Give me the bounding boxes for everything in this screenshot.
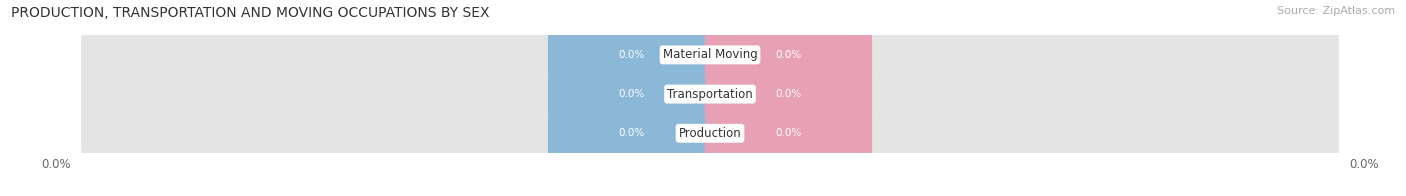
Text: 0.0%: 0.0% [775,89,801,99]
FancyBboxPatch shape [704,51,872,137]
FancyBboxPatch shape [82,74,1339,192]
Text: Transportation: Transportation [668,88,752,101]
FancyBboxPatch shape [704,90,872,176]
FancyBboxPatch shape [704,12,872,98]
Text: Production: Production [679,127,741,140]
Text: 0.0%: 0.0% [775,128,801,138]
FancyBboxPatch shape [548,12,716,98]
Text: 0.0%: 0.0% [619,128,645,138]
FancyBboxPatch shape [82,0,1339,114]
FancyBboxPatch shape [82,35,1339,153]
Text: Material Moving: Material Moving [662,48,758,61]
Text: 0.0%: 0.0% [619,89,645,99]
FancyBboxPatch shape [548,90,716,176]
Text: Source: ZipAtlas.com: Source: ZipAtlas.com [1277,6,1395,16]
FancyBboxPatch shape [548,51,716,137]
Text: 0.0%: 0.0% [619,50,645,60]
Text: PRODUCTION, TRANSPORTATION AND MOVING OCCUPATIONS BY SEX: PRODUCTION, TRANSPORTATION AND MOVING OC… [11,6,489,20]
Text: 0.0%: 0.0% [775,50,801,60]
